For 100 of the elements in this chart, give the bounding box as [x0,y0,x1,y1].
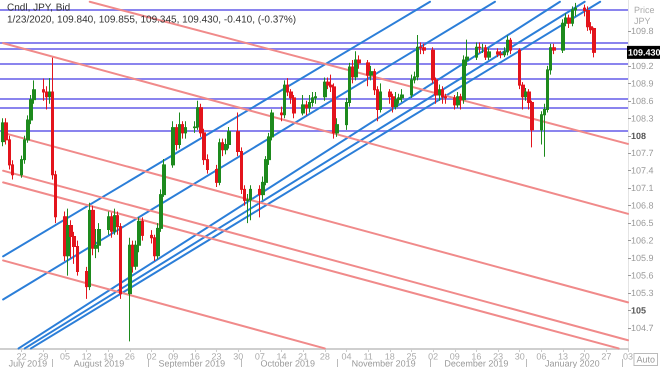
candlestick [215,164,218,188]
x-tick-label: 04 [341,352,352,362]
candlestick [218,138,221,186]
x-tick-label: 18 [384,352,395,362]
y-tick-label: 109.2 [631,60,654,71]
candlestick [478,42,481,54]
x-tick-label: 03 [622,352,634,362]
y-tick-label: 106.8 [631,200,654,211]
x-tick-label: 30 [233,352,244,362]
y-tick-label: 105.9 [631,253,654,264]
candlestick [394,92,398,110]
candlestick [400,88,404,102]
candlestick [314,92,317,104]
y-tick-label: 108.9 [631,78,654,88]
candlestick [351,60,354,84]
candlestick [369,65,373,81]
x2-tick-label: November 2019 [352,358,416,368]
x2-tick-label: October 2019 [260,358,315,368]
x-tick-label: 23 [493,352,504,362]
candlestick [66,208,70,276]
y-tick-label: 105.6 [631,270,654,281]
x-tick-label: 20 [580,352,590,362]
candlestick [354,50,358,81]
candlestick [335,118,339,138]
y-tick-label: 107.1 [631,183,654,194]
candlestick [484,44,487,61]
x2-tick-label: August 2019 [74,358,124,368]
candlestick [499,50,503,59]
y-tick-label: 105.3 [631,288,654,298]
text: Auto [636,354,655,364]
x-tick-label: 02 [146,352,157,362]
candlestick [308,94,311,113]
candlestick [221,138,224,157]
y-tick-label: 108.6 [631,96,654,106]
candlestick [459,93,463,110]
candlestick [305,100,308,116]
candlestick [326,76,330,90]
candlestick [410,74,413,98]
candlestick [379,82,382,113]
y-tick-label: 109.8 [631,26,654,36]
x2-tick-label: January 2020 [545,358,600,368]
x2-tick-label: July 2019 [8,358,48,368]
candlestick [301,94,305,116]
candlestick [141,216,144,242]
x-tick-label: 26 [124,352,135,362]
x-tick-label: 12 [82,352,92,362]
candlestick [128,237,132,342]
x-tick-label: 19 [103,352,114,362]
x2-tick-label: September 2019 [158,358,226,368]
candlestick [88,202,91,291]
candlestick [85,266,88,300]
candlestick [280,106,283,122]
x-tick-label: 07 [254,352,265,362]
candlestick [524,87,528,102]
x-tick-label: 13 [558,352,568,362]
x-tick-label: 25 [406,352,416,362]
annotation: 109.430 [628,47,660,58]
x-tick-label: 22 [16,352,27,362]
candlestick [441,86,444,104]
x-tick-label: 09 [450,352,460,362]
x-tick-label: 29 [38,352,48,362]
x-tick-label: 11 [363,352,373,362]
x-tick-label: 23 [212,352,222,362]
y-tick-label: 108.3 [631,113,654,124]
candlestick [107,211,110,236]
candlestick [416,34,419,81]
candlestick [110,212,113,238]
candlestick [475,42,478,61]
candlestick [283,80,286,119]
x-tick-label: 02 [428,352,438,362]
candlestick [567,14,571,28]
x-tick-label: 14 [276,352,287,362]
x2-tick-label: December 2019 [444,358,508,368]
x-tick-label: 09 [168,352,178,362]
y-tick-label: 104.7 [631,323,654,334]
candlestick [487,48,491,61]
candlestick [178,112,181,150]
candlestick [184,120,187,140]
candlestick [366,60,370,87]
candlestick [456,92,460,108]
candlestick [509,37,512,55]
candlestick [586,6,590,32]
candlestick [552,43,556,55]
candlestick [391,93,395,113]
candlestick [481,43,484,54]
candlestick [357,54,361,70]
candlestick [175,124,178,151]
x-tick-label: 27 [601,352,612,362]
y-tick-label: 107.7 [631,148,654,158]
candlestick [496,48,500,58]
candlestick [249,184,252,221]
y-tick-label: 107.4 [631,166,654,176]
y-tick-label: 106.2 [631,236,654,246]
candlestick [258,184,262,218]
candlestick [48,78,51,104]
candlestick [153,234,156,262]
y-axis-title: Price JPY [634,4,655,26]
candlestick [91,205,95,256]
x-tick-label: 16 [471,352,482,362]
candlestick [323,76,327,102]
